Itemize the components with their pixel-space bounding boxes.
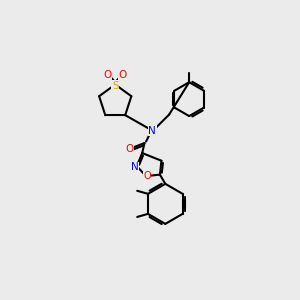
Text: O: O	[143, 171, 151, 182]
Text: N: N	[148, 126, 156, 136]
Text: O: O	[125, 144, 133, 154]
Text: O: O	[119, 70, 127, 80]
Text: N: N	[130, 162, 138, 172]
Text: S: S	[112, 80, 119, 91]
Text: O: O	[103, 70, 112, 80]
